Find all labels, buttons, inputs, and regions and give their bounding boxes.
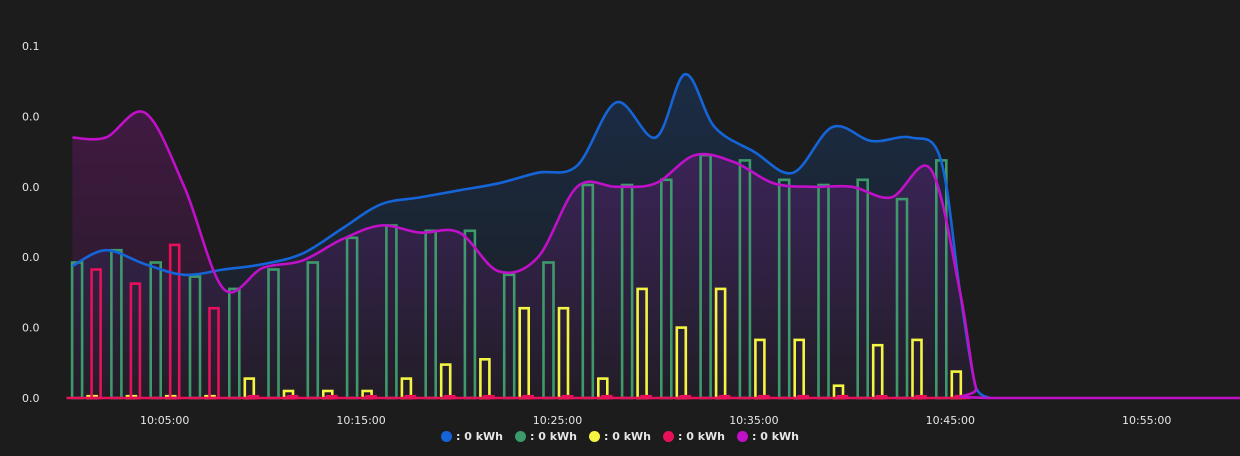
y-axis: 0.1 0.0 0.0 0.0 0.0 0.0 xyxy=(22,40,40,405)
legend-dot-icon xyxy=(737,431,748,442)
legend-item-0[interactable]: : 0 kWh xyxy=(441,430,503,443)
legend-dot-icon xyxy=(589,431,600,442)
x-tick-label: 10:35:00 xyxy=(729,414,778,427)
legend-item-4[interactable]: : 0 kWh xyxy=(737,430,799,443)
legend-item-1[interactable]: : 0 kWh xyxy=(515,430,577,443)
legend-dot-icon xyxy=(515,431,526,442)
y-tick-label: 0.0 xyxy=(22,110,40,123)
y-tick-label: 0.1 xyxy=(22,40,40,53)
line-series-3 xyxy=(71,72,991,400)
x-tick-label: 10:45:00 xyxy=(926,414,975,427)
legend-label: : 0 kWh xyxy=(456,430,503,443)
x-tick-label: 10:55:00 xyxy=(1122,414,1171,427)
legend: : 0 kWh : 0 kWh : 0 kWh : 0 kWh : 0 kWh xyxy=(0,430,1240,443)
area-fill-series-4 xyxy=(72,111,1240,399)
y-tick-label: 0.0 xyxy=(22,251,40,264)
legend-dot-icon xyxy=(663,431,674,442)
legend-label: : 0 kWh xyxy=(604,430,651,443)
legend-label: : 0 kWh xyxy=(678,430,725,443)
legend-item-2[interactable]: : 0 kWh xyxy=(589,430,651,443)
x-tick-label: 10:25:00 xyxy=(533,414,582,427)
y-tick-label: 0.0 xyxy=(22,322,40,335)
legend-label: : 0 kWh xyxy=(530,430,577,443)
line-series xyxy=(71,72,1240,400)
legend-dot-icon xyxy=(441,431,452,442)
x-tick-label: 10:05:00 xyxy=(140,414,189,427)
y-tick-label: 0.0 xyxy=(22,181,40,194)
x-axis: 10:05:00 10:15:00 10:25:00 10:35:00 10:45:00… xyxy=(140,414,1171,427)
y-tick-label: 0.0 xyxy=(22,392,40,405)
x-tick-label: 10:15:00 xyxy=(336,414,385,427)
area-series xyxy=(72,74,1240,399)
legend-item-3[interactable]: : 0 kWh xyxy=(663,430,725,443)
line-series-4 xyxy=(72,110,1240,400)
legend-label: : 0 kWh xyxy=(752,430,799,443)
